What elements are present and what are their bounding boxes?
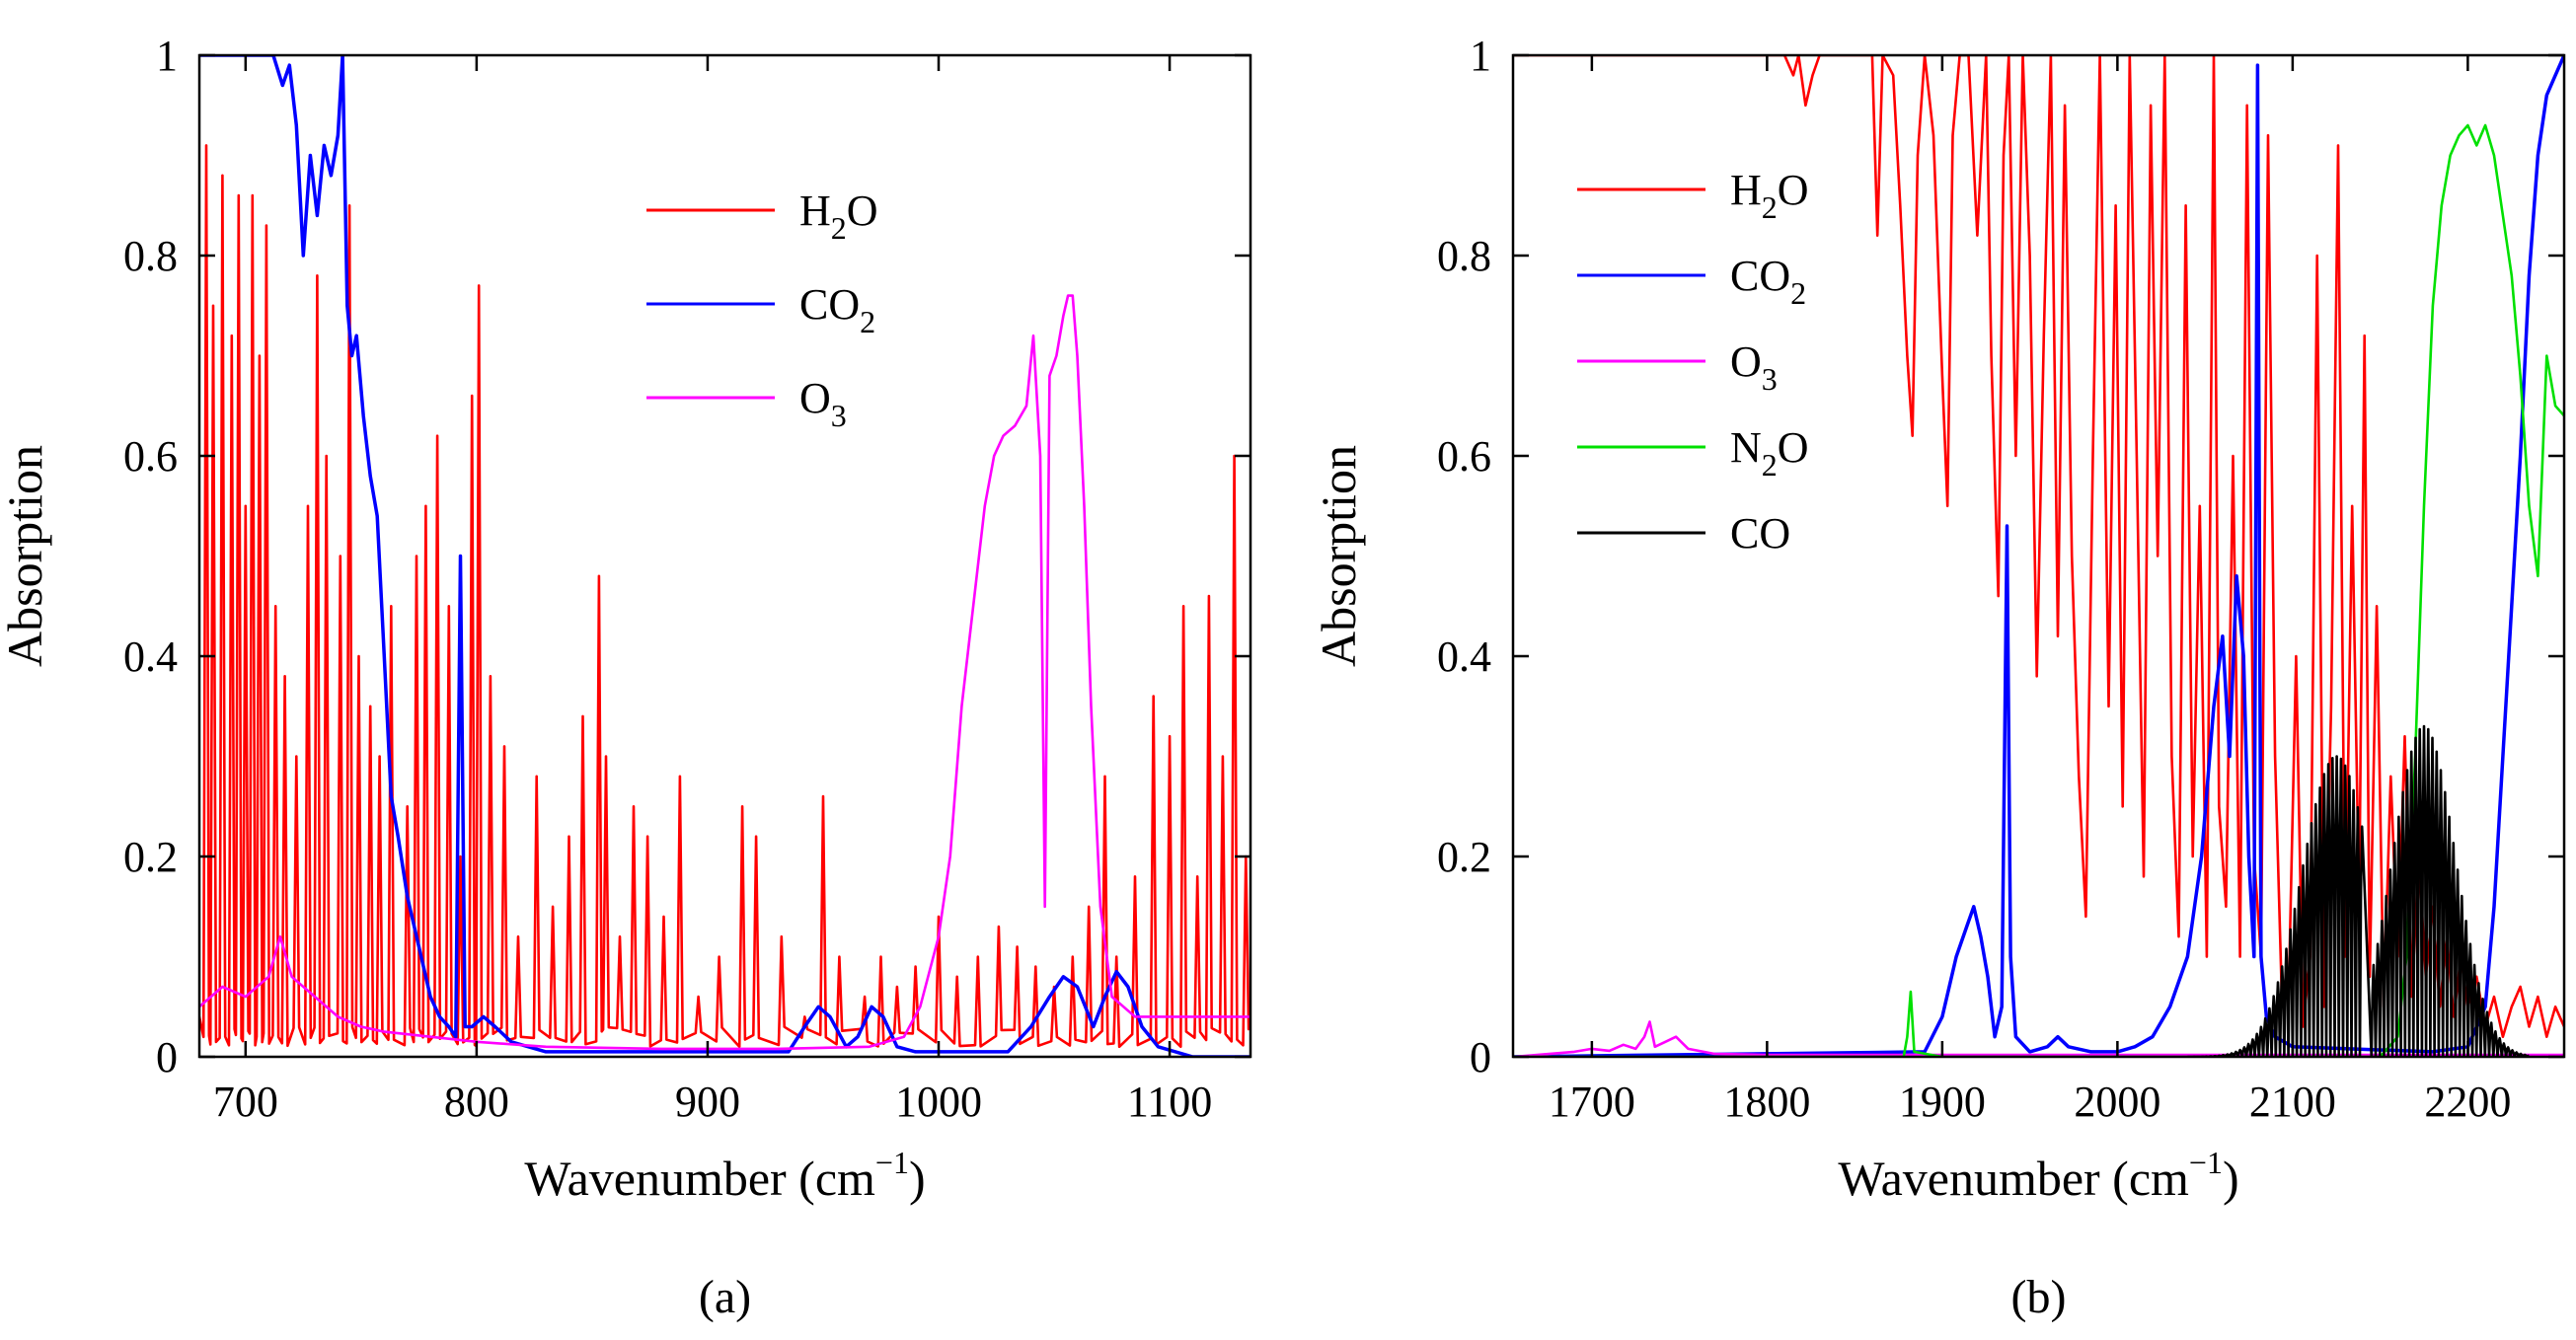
axes-frame xyxy=(1511,53,2566,1059)
legend-label-co: CO xyxy=(1730,509,1790,558)
legend-label-o3: O3 xyxy=(1730,337,1778,397)
y-tick-label: 0.4 xyxy=(1437,633,1491,681)
series-line-co2 xyxy=(1513,55,2564,1057)
legend-label-h2o: H2O xyxy=(1730,166,1809,225)
subfigure-caption: (a) xyxy=(699,1271,751,1323)
series-line-o3 xyxy=(199,294,1250,1051)
axes-frame xyxy=(197,53,1252,1059)
x-tick-label: 2000 xyxy=(2074,1078,2160,1126)
x-tick-label: 1800 xyxy=(1723,1078,1810,1126)
y-tick-label: 0.8 xyxy=(123,232,178,280)
y-tick-label: 0.2 xyxy=(123,833,178,881)
y-tick-label: 1 xyxy=(156,32,178,80)
chart-b: 1700 1800 1900 2000 2100 2200 0 0.2 0.4 0.6 0.8 1 Wa… xyxy=(1311,32,2566,1323)
series-line-co2 xyxy=(199,55,1250,1057)
legend-label-n2o: N2O xyxy=(1730,423,1809,483)
x-tick-label: 1700 xyxy=(1549,1078,1635,1126)
y-axis-label: Absorption xyxy=(1311,445,1366,667)
y-tick-label: 0 xyxy=(1470,1033,1491,1081)
x-tick-label: 2200 xyxy=(2424,1078,2511,1126)
x-tick-label: 900 xyxy=(675,1078,740,1126)
y-tick-label: 0.6 xyxy=(1437,432,1491,481)
x-tick-label: 1000 xyxy=(895,1078,982,1126)
x-axis-label: Wavenumber (cm−1) xyxy=(1838,1145,2238,1206)
y-tick-label: 0.2 xyxy=(1437,833,1491,881)
x-tick-label: 1900 xyxy=(1899,1078,1986,1126)
x-axis-label: Wavenumber (cm−1) xyxy=(524,1145,925,1206)
series-line-o3 xyxy=(1513,1020,2564,1057)
legend: H2O CO2 O3 N2O CO xyxy=(1577,166,1809,558)
x-tick-label: 700 xyxy=(213,1078,278,1126)
subfigure-caption: (b) xyxy=(2011,1271,2067,1323)
y-tick-label: 1 xyxy=(1470,32,1491,80)
series-group xyxy=(1513,55,2564,1057)
chart-a: 700 800 900 1000 1100 0 0.2 0.4 0.6 0.8 1 Wavenumbe… xyxy=(0,32,1252,1323)
y-tick-label: 0.8 xyxy=(1437,232,1491,280)
plot-area xyxy=(199,55,1250,1057)
y-tick-label: 0 xyxy=(156,1033,178,1081)
legend: H2O CO2 O3 xyxy=(646,186,878,433)
y-tick-label: 0.6 xyxy=(123,432,178,481)
x-tick-label: 2100 xyxy=(2249,1078,2336,1126)
x-tick-label: 800 xyxy=(444,1078,509,1126)
series-line-n2o xyxy=(1513,123,2564,1057)
legend-label-o3: O3 xyxy=(799,374,847,433)
series-line-co xyxy=(2187,724,2530,1057)
x-tick-label: 1100 xyxy=(1127,1078,1212,1126)
y-axis-label: Absorption xyxy=(0,445,52,667)
legend-label-h2o: H2O xyxy=(799,186,878,246)
y-tick-label: 0.4 xyxy=(123,633,178,681)
legend-label-co2: CO2 xyxy=(1730,252,1806,311)
series-group xyxy=(199,55,1250,1057)
legend-label-co2: CO2 xyxy=(799,280,875,339)
